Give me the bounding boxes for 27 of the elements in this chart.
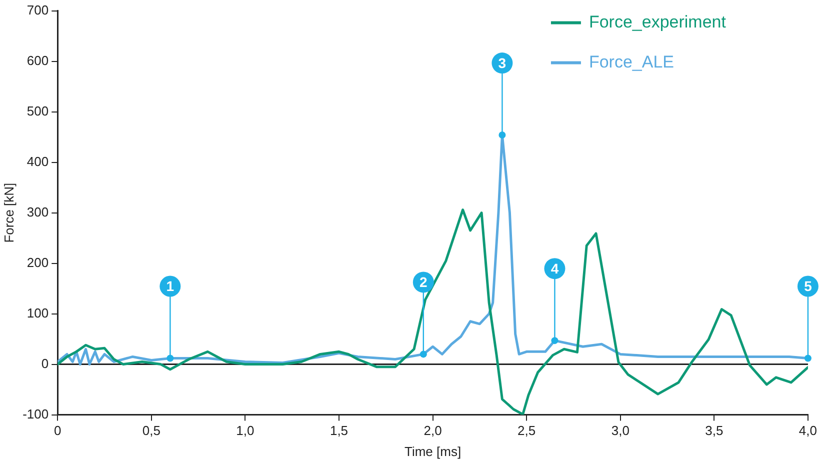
annotation: 1 (166, 278, 174, 294)
annotation: 5 (804, 278, 812, 294)
x-tick-label: 2,0 (424, 423, 442, 438)
x-tick-label: 0,5 (142, 423, 160, 438)
x-tick-label: 1,5 (330, 423, 348, 438)
annotation: 3 (498, 54, 506, 71)
x-tick-label: 3,5 (705, 423, 724, 438)
y-tick-label: 500 (26, 103, 49, 118)
legend-label: Force_ALE (588, 52, 674, 72)
x-tick-label: 4,0 (798, 423, 818, 438)
annotation: 2 (420, 274, 428, 290)
y-tick-label: 0 (41, 356, 49, 371)
x-tick-label: 1,0 (236, 423, 254, 438)
annotation: 4 (550, 260, 559, 276)
y-tick-label: 700 (26, 2, 49, 18)
y-tick-label: 200 (26, 254, 49, 270)
y-axis-title: Force [kN] (1, 182, 16, 243)
y-tick-label: 400 (26, 154, 49, 169)
y-tick-label: -100 (22, 406, 49, 422)
x-tick-label: 2,5 (518, 423, 536, 438)
x-axis-title: Time [ms] (404, 444, 462, 459)
x-tick-label: 3,0 (611, 423, 630, 438)
y-tick-label: 600 (26, 52, 49, 68)
y-tick-label: 100 (26, 305, 49, 320)
legend-label: Force_experiment (588, 12, 726, 32)
y-tick-label: 300 (26, 204, 49, 220)
x-tick-label: 0 (54, 423, 62, 438)
